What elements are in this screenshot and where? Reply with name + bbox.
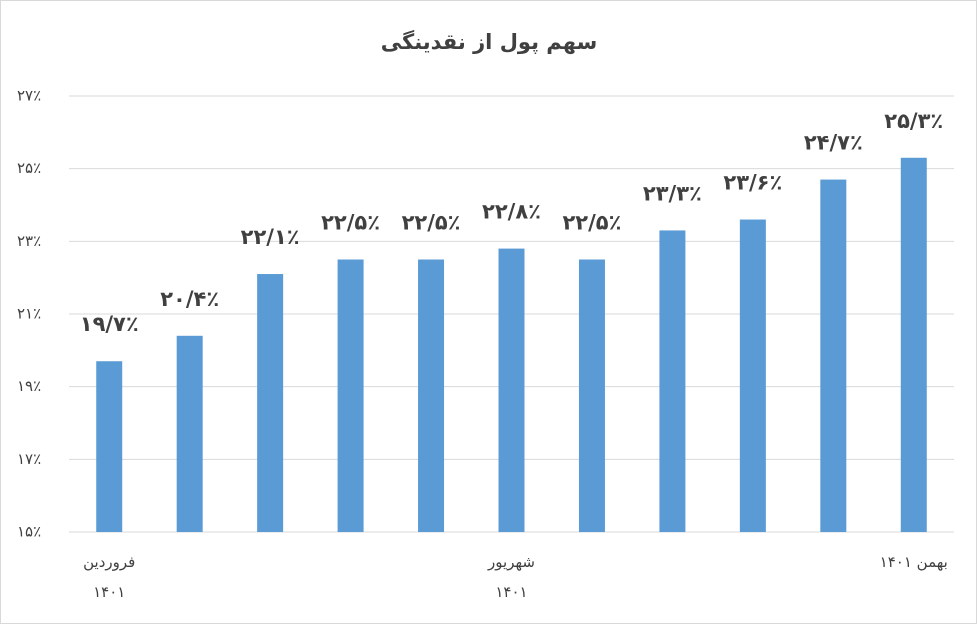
chart-title: سهم پول از نقدینگی	[381, 29, 598, 54]
x-tick-label: بهمن ۱۴۰۱	[879, 553, 948, 571]
bar	[739, 219, 766, 533]
value-label: ۲۲/۱٪	[241, 225, 300, 249]
bar	[176, 335, 203, 532]
bar	[498, 248, 525, 532]
value-label: ۲۲/۵٪	[321, 211, 380, 235]
bar	[418, 259, 445, 532]
value-label: ۲۳/۶٪	[723, 171, 782, 195]
value-label: ۲۵/۳٪	[884, 109, 943, 133]
value-label: ۲۲/۵٪	[402, 211, 461, 235]
y-tick-label: ۲۱٪	[17, 305, 41, 323]
y-tick-label: ۲۵٪	[17, 159, 41, 177]
y-tick-label: ۲۷٪	[17, 87, 41, 105]
value-label: ۲۲/۵٪	[562, 211, 621, 235]
y-tick-label: ۱۹٪	[17, 377, 41, 395]
x-tick-label: شهریور ۱۴۰۱	[488, 553, 535, 601]
y-tick-label: ۱۵٪	[17, 523, 41, 541]
bar	[337, 259, 364, 532]
bar	[257, 274, 284, 532]
y-tick-label: ۱۷٪	[17, 450, 41, 468]
bar	[900, 157, 927, 532]
x-tick-label: فروردین ۱۴۰۱	[83, 553, 136, 601]
bar	[820, 179, 847, 533]
bar	[578, 259, 605, 532]
bar	[659, 230, 686, 532]
value-label: ۲۲/۸٪	[482, 200, 541, 224]
value-label: ۲۳/۳٪	[643, 181, 702, 205]
value-label: ۲۴/۷٪	[804, 131, 863, 155]
value-label: ۱۹/۷٪	[80, 312, 139, 336]
value-label: ۲۰/۴٪	[160, 287, 219, 311]
bar	[96, 361, 123, 532]
y-tick-label: ۲۳٪	[17, 232, 41, 250]
